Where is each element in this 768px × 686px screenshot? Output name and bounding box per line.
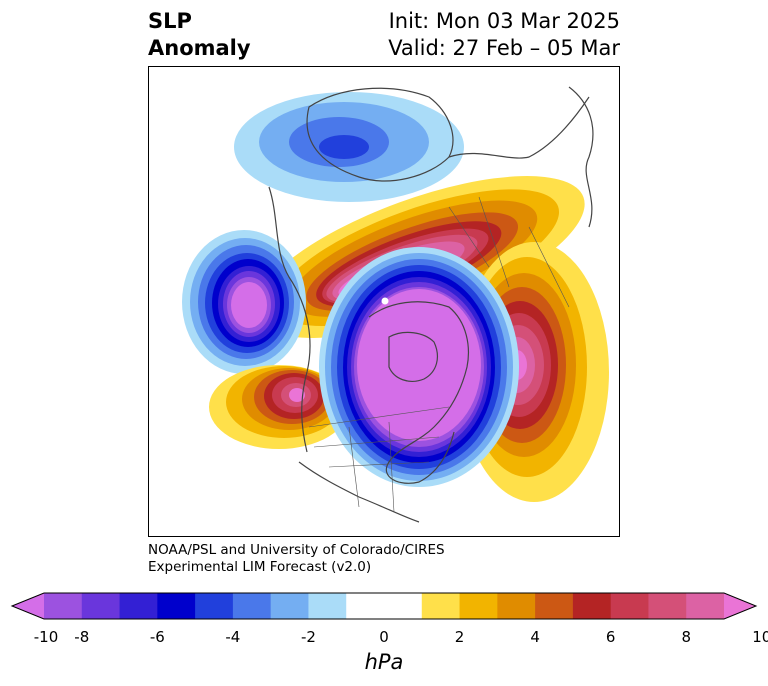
colorbar-tick-label: 0: [379, 628, 389, 646]
pole-marker: [381, 297, 389, 305]
colorbar-segment: [572, 593, 612, 619]
low-arctic: [319, 247, 519, 487]
colorbar-unit: hPa: [364, 650, 404, 674]
colorbar-segment: [270, 593, 309, 619]
valid-range: Valid: 27 Feb – 05 Mar: [388, 36, 620, 60]
colorbar-segment: [384, 593, 423, 619]
colorbar-segment: [308, 593, 347, 619]
map-title: SLP Anomaly: [148, 8, 251, 62]
map-frame: [148, 66, 620, 537]
colorbar-segment: [459, 593, 498, 619]
low-pacific: [182, 230, 306, 374]
coastlines: [268, 86, 594, 523]
colorbar-segment: [497, 593, 536, 619]
colorbar-outline: [10, 592, 758, 620]
borders: [308, 196, 570, 513]
colorbar-segment: [44, 593, 83, 619]
colorbar-arrow-left: [12, 593, 44, 619]
colorbar-segment: [119, 593, 158, 619]
colorbar-tick-label: -4: [225, 628, 241, 646]
colorbar-segment: [195, 593, 234, 619]
colorbar-tick-label: -6: [149, 628, 165, 646]
credit-line2: Experimental LIM Forecast (v2.0): [148, 559, 372, 575]
title-line2: Anomaly: [148, 36, 251, 60]
colorbar-tick-label: -10: [33, 628, 59, 646]
colorbar-segment: [648, 593, 687, 619]
colorbar-segment: [157, 593, 196, 619]
forecast-dates: Init: Mon 03 Mar 2025 Valid: 27 Feb – 05…: [388, 8, 620, 62]
colorbar-segment: [346, 593, 385, 619]
colorbar-tick-label: 10: [752, 628, 768, 646]
credit-line1: NOAA/PSL and University of Colorado/CIRE…: [148, 542, 445, 558]
colorbar-segment: [421, 593, 461, 619]
colorbar-segment: [535, 593, 574, 619]
title-line1: SLP: [148, 9, 192, 33]
colorbar-segment: [232, 593, 272, 619]
anomaly-map: [182, 86, 609, 523]
colorbar-tick-label: 8: [681, 628, 691, 646]
high-westcoast: [209, 365, 349, 449]
colorbar-tick-label: 2: [454, 628, 465, 646]
colorbar-arrow-right: [724, 593, 756, 619]
colorbar-tick-label: 4: [530, 628, 540, 646]
low-alaska: [234, 92, 464, 202]
colorbar: [10, 592, 758, 620]
colorbar-tick-label: -8: [74, 628, 90, 646]
colorbar-segment: [610, 593, 649, 619]
colorbar-segment: [686, 593, 725, 619]
colorbar-segment: [81, 593, 121, 619]
init-date: Init: Mon 03 Mar 2025: [388, 9, 620, 33]
colorbar-tick-label: 6: [605, 628, 616, 646]
colorbar-tick-label: -2: [300, 628, 316, 646]
colorbar-segments: [12, 593, 756, 619]
credit-text: NOAA/PSL and University of Colorado/CIRE…: [148, 542, 445, 576]
